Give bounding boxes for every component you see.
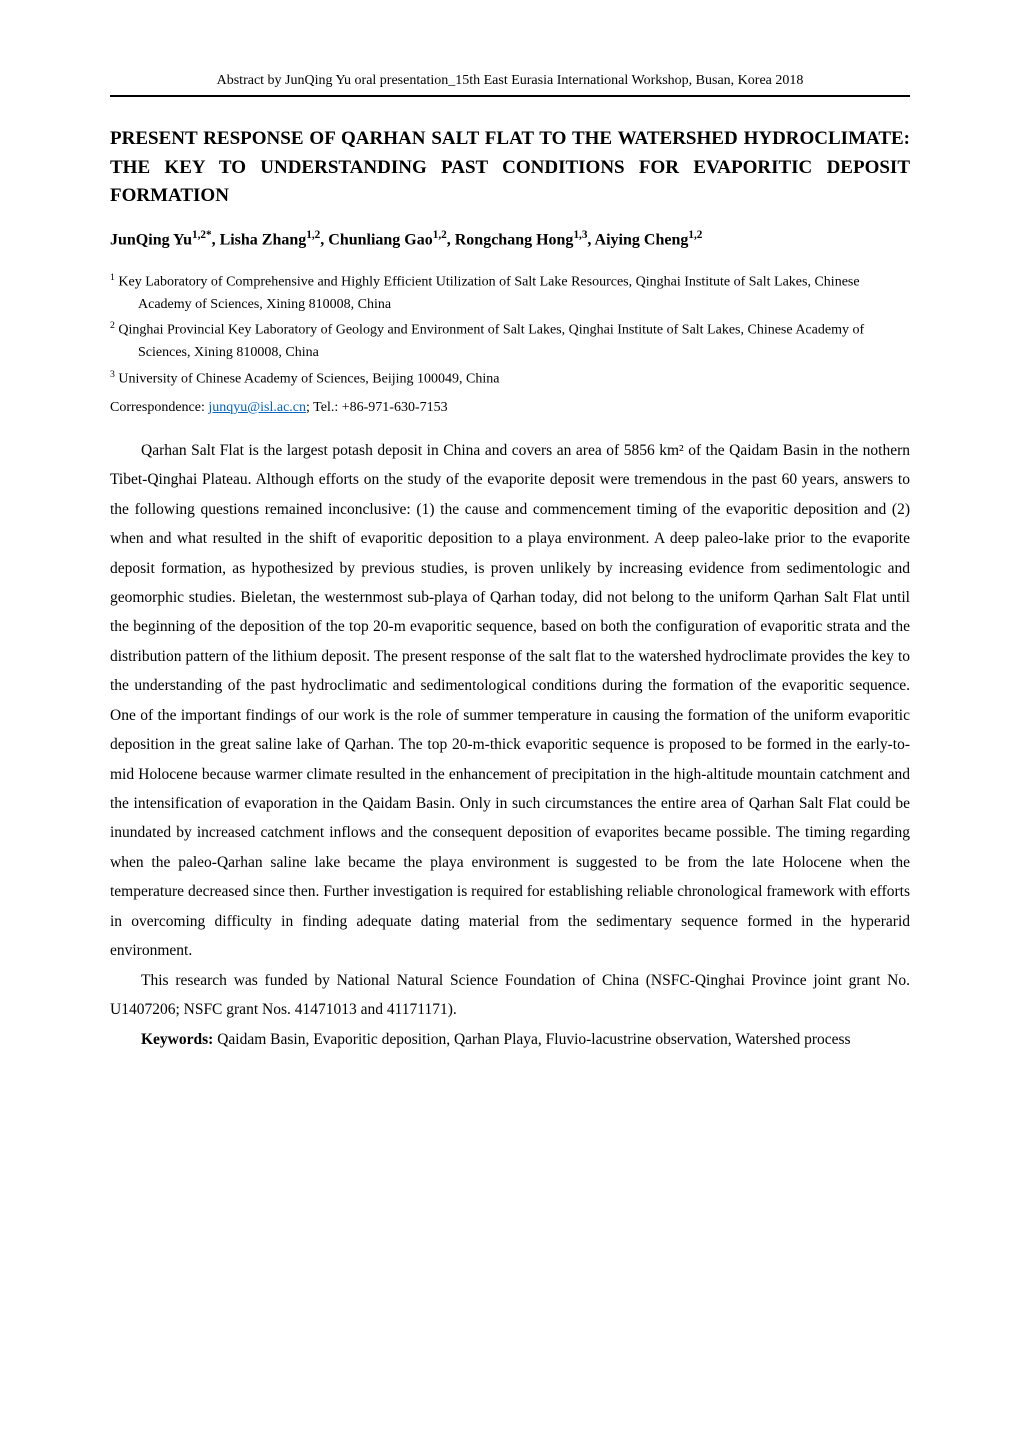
abstract-paragraph-2: This research was funded by National Nat…	[110, 966, 910, 1025]
affiliation-text: Key Laboratory of Comprehensive and High…	[115, 274, 860, 311]
affiliation-text: Qinghai Provincial Key Laboratory of Geo…	[115, 323, 864, 360]
correspondence-tel: ; Tel.: +86-971-630-7153	[306, 400, 448, 415]
affiliations-block: 1 Key Laboratory of Comprehensive and Hi…	[110, 270, 910, 391]
affiliation-2: 2 Qinghai Provincial Key Laboratory of G…	[110, 318, 910, 364]
paper-title: PRESENT RESPONSE OF QARHAN SALT FLAT TO …	[110, 125, 910, 211]
keywords-line: Keywords: Qaidam Basin, Evaporitic depos…	[110, 1025, 910, 1054]
correspondence-email-link[interactable]: junqyu@isl.ac.cn	[208, 400, 306, 415]
authors-list: JunQing Yu1,2*, Lisha Zhang1,2, Chunlian…	[110, 227, 910, 252]
running-header: Abstract by JunQing Yu oral presentation…	[110, 70, 910, 91]
keywords-text: Qaidam Basin, Evaporitic deposition, Qar…	[217, 1031, 850, 1048]
abstract-paragraph-1: Qarhan Salt Flat is the largest potash d…	[110, 436, 910, 966]
correspondence-label: Correspondence:	[110, 400, 208, 415]
affiliation-3: 3 University of Chinese Academy of Scien…	[110, 367, 910, 391]
affiliation-1: 1 Key Laboratory of Comprehensive and Hi…	[110, 270, 910, 316]
correspondence-line: Correspondence: junqyu@isl.ac.cn; Tel.: …	[110, 397, 910, 418]
affiliation-text: University of Chinese Academy of Science…	[115, 371, 500, 386]
header-rule	[110, 95, 910, 97]
keywords-label: Keywords:	[141, 1031, 217, 1048]
